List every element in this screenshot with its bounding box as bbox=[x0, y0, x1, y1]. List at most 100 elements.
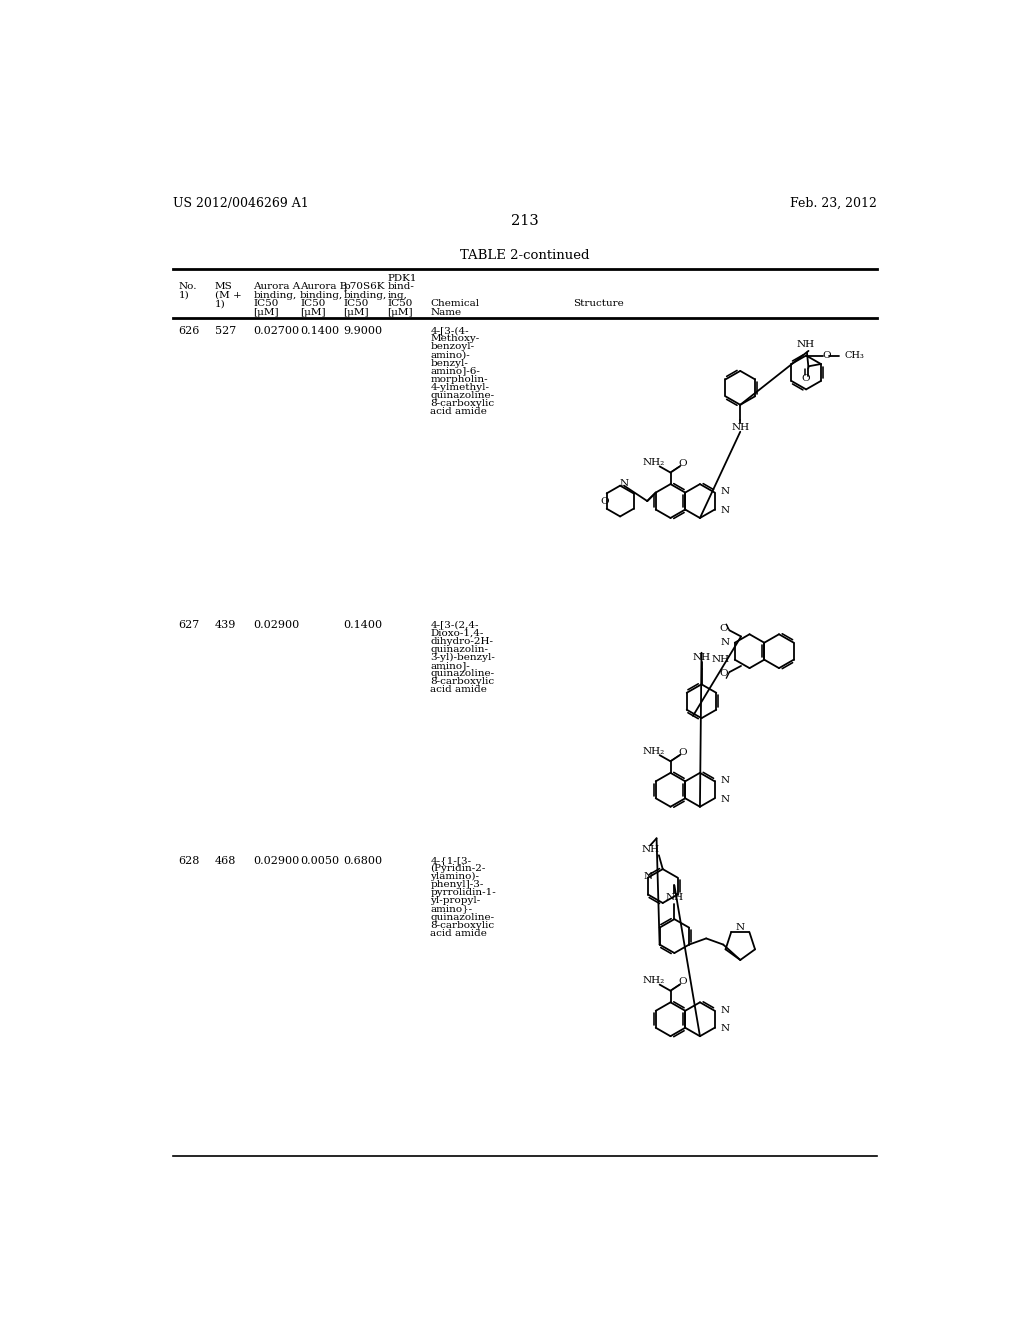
Text: N: N bbox=[735, 923, 744, 932]
Text: (Pyridin-2-: (Pyridin-2- bbox=[430, 865, 485, 874]
Text: 8-carboxylic: 8-carboxylic bbox=[430, 921, 495, 929]
Text: ylamino)-: ylamino)- bbox=[430, 873, 479, 882]
Text: O: O bbox=[679, 747, 687, 756]
Text: 8-carboxylic: 8-carboxylic bbox=[430, 399, 495, 408]
Text: N: N bbox=[720, 795, 729, 804]
Text: yl-propyl-: yl-propyl- bbox=[430, 896, 480, 906]
Text: quinazolin-: quinazolin- bbox=[430, 644, 488, 653]
Text: NH₂: NH₂ bbox=[642, 747, 665, 756]
Text: [μM]: [μM] bbox=[388, 308, 414, 317]
Text: NH: NH bbox=[731, 424, 750, 433]
Text: N: N bbox=[720, 776, 729, 785]
Text: ing,: ing, bbox=[388, 290, 408, 300]
Text: N: N bbox=[721, 506, 730, 515]
Text: 628: 628 bbox=[178, 857, 200, 866]
Text: IC50: IC50 bbox=[254, 300, 279, 309]
Text: [μM]: [μM] bbox=[254, 308, 280, 317]
Text: NH: NH bbox=[712, 655, 729, 664]
Text: 0.02700: 0.02700 bbox=[254, 326, 300, 337]
Text: 626: 626 bbox=[178, 326, 200, 337]
Text: NH: NH bbox=[692, 653, 711, 661]
Text: binding,: binding, bbox=[300, 290, 343, 300]
Text: O: O bbox=[719, 669, 727, 678]
Text: quinazoline-: quinazoline- bbox=[430, 391, 495, 400]
Text: MS: MS bbox=[215, 282, 232, 292]
Text: NH: NH bbox=[666, 894, 683, 902]
Text: N: N bbox=[720, 639, 729, 647]
Text: N: N bbox=[720, 1006, 729, 1015]
Text: pyrrolidin-1-: pyrrolidin-1- bbox=[430, 888, 496, 898]
Text: 527: 527 bbox=[215, 326, 237, 337]
Text: Methoxy-: Methoxy- bbox=[430, 334, 479, 343]
Text: O: O bbox=[600, 496, 609, 506]
Text: 9.9000: 9.9000 bbox=[343, 326, 383, 337]
Text: morpholin-: morpholin- bbox=[430, 375, 487, 384]
Text: Aurora A: Aurora A bbox=[254, 282, 301, 292]
Text: dihydro-2H-: dihydro-2H- bbox=[430, 636, 494, 645]
Text: No.: No. bbox=[178, 282, 197, 292]
Text: 439: 439 bbox=[215, 620, 237, 631]
Text: amino]-6-: amino]-6- bbox=[430, 367, 480, 376]
Text: 4-ylmethyl-: 4-ylmethyl- bbox=[430, 383, 489, 392]
Text: NH: NH bbox=[641, 845, 659, 854]
Text: 0.0050: 0.0050 bbox=[300, 857, 339, 866]
Text: 1): 1) bbox=[178, 290, 189, 300]
Text: IC50: IC50 bbox=[343, 300, 369, 309]
Text: 1): 1) bbox=[215, 300, 225, 309]
Text: 4-[3-(4-: 4-[3-(4- bbox=[430, 326, 469, 335]
Text: N: N bbox=[720, 1024, 729, 1034]
Text: NH: NH bbox=[797, 341, 814, 350]
Text: Structure: Structure bbox=[573, 300, 625, 309]
Text: benzoyl-: benzoyl- bbox=[430, 342, 474, 351]
Text: bind-: bind- bbox=[388, 282, 415, 292]
Text: NH₂: NH₂ bbox=[642, 977, 665, 985]
Text: IC50: IC50 bbox=[388, 300, 413, 309]
Text: Dioxo-1,4-: Dioxo-1,4- bbox=[430, 628, 483, 638]
Text: 8-carboxylic: 8-carboxylic bbox=[430, 677, 495, 686]
Text: Chemical: Chemical bbox=[430, 300, 479, 309]
Text: benzyl-: benzyl- bbox=[430, 359, 468, 367]
Text: O: O bbox=[822, 351, 830, 360]
Text: (M +: (M + bbox=[215, 290, 242, 300]
Text: US 2012/0046269 A1: US 2012/0046269 A1 bbox=[173, 197, 308, 210]
Text: 213: 213 bbox=[511, 214, 539, 228]
Text: O: O bbox=[679, 977, 687, 986]
Text: 0.02900: 0.02900 bbox=[254, 857, 300, 866]
Text: 3-yl)-benzyl-: 3-yl)-benzyl- bbox=[430, 653, 496, 661]
Text: [μM]: [μM] bbox=[343, 308, 369, 317]
Text: Name: Name bbox=[430, 308, 462, 317]
Text: phenyl]-3-: phenyl]-3- bbox=[430, 880, 483, 890]
Text: acid amide: acid amide bbox=[430, 929, 487, 937]
Text: O: O bbox=[719, 624, 727, 634]
Text: O: O bbox=[679, 459, 687, 467]
Text: acid amide: acid amide bbox=[430, 685, 487, 694]
Text: Feb. 23, 2012: Feb. 23, 2012 bbox=[790, 197, 877, 210]
Text: 0.02900: 0.02900 bbox=[254, 620, 300, 631]
Text: PDK1: PDK1 bbox=[388, 275, 417, 282]
Text: amino)-: amino)- bbox=[430, 351, 470, 359]
Text: amino]-: amino]- bbox=[430, 661, 470, 669]
Text: 0.6800: 0.6800 bbox=[343, 857, 383, 866]
Text: 0.1400: 0.1400 bbox=[300, 326, 339, 337]
Text: quinazoline-: quinazoline- bbox=[430, 669, 495, 678]
Text: 4-{1-[3-: 4-{1-[3- bbox=[430, 857, 471, 865]
Text: amino}-: amino}- bbox=[430, 904, 472, 913]
Text: acid amide: acid amide bbox=[430, 407, 487, 416]
Text: quinazoline-: quinazoline- bbox=[430, 912, 495, 921]
Text: 0.1400: 0.1400 bbox=[343, 620, 383, 631]
Text: NH₂: NH₂ bbox=[642, 458, 665, 467]
Text: 627: 627 bbox=[178, 620, 200, 631]
Text: N: N bbox=[721, 487, 730, 496]
Text: N: N bbox=[620, 479, 629, 488]
Text: Aurora B: Aurora B bbox=[300, 282, 347, 292]
Text: binding,: binding, bbox=[254, 290, 297, 300]
Text: TABLE 2-continued: TABLE 2-continued bbox=[460, 249, 590, 263]
Text: 468: 468 bbox=[215, 857, 237, 866]
Text: binding,: binding, bbox=[343, 290, 387, 300]
Text: p70S6K: p70S6K bbox=[343, 282, 385, 292]
Text: IC50: IC50 bbox=[300, 300, 326, 309]
Text: [μM]: [μM] bbox=[300, 308, 326, 317]
Text: 4-[3-(2,4-: 4-[3-(2,4- bbox=[430, 620, 479, 630]
Text: CH₃: CH₃ bbox=[845, 351, 864, 360]
Text: N: N bbox=[643, 873, 652, 882]
